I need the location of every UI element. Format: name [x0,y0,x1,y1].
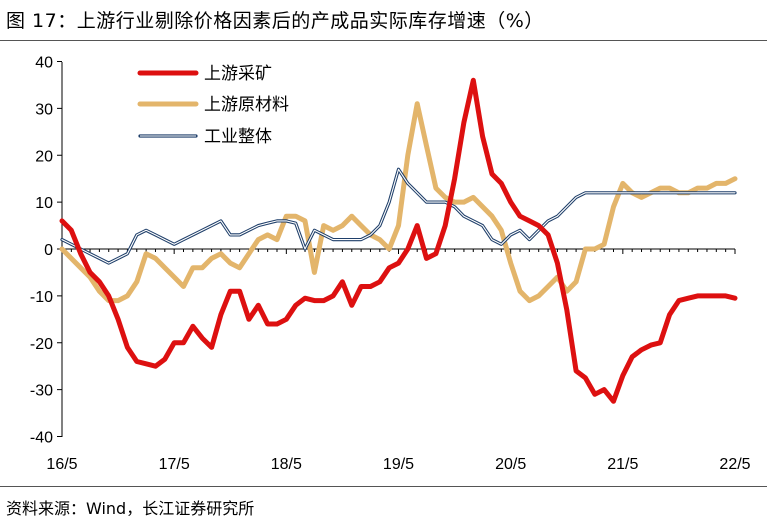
x-tick-label: 18/5 [271,456,302,473]
series-lines [59,77,738,404]
y-tick-label: -30 [30,383,53,400]
y-tick-label: -40 [30,430,53,447]
x-tick-label: 17/5 [159,456,190,473]
series-line-industry [61,168,736,264]
source-divider [0,486,767,487]
series-line-mining [59,77,738,404]
y-tick-label: -10 [30,289,53,306]
x-tick-label: 22/5 [719,456,750,473]
x-axis-ticks: 16/5 17/5 18/5 19/5 20/5 21/5 22/5 [46,249,751,473]
y-tick-label: -20 [30,336,53,353]
x-tick-label: 16/5 [46,456,77,473]
y-axis-ticks: 40 30 20 10 0 -10 -20 -30 -40 [30,55,62,447]
series-line-raw-materials [59,101,738,304]
title-divider [0,40,767,41]
y-tick-label: 10 [35,195,53,212]
legend-label-industry: 工业整体 [204,127,272,147]
legend-label-raw-materials: 上游原材料 [204,95,289,115]
x-tick-label: 19/5 [383,456,414,473]
y-tick-label: 40 [35,55,53,72]
x-tick-label: 20/5 [495,456,526,473]
legend-label-mining: 上游采矿 [204,64,272,84]
chart-title: 图 17：上游行业剔除价格因素后的产成品实际库存增速（%） [6,10,544,32]
y-tick-label: 20 [35,148,53,165]
y-tick-label: 30 [35,101,53,118]
x-tick-label: 21/5 [607,456,638,473]
y-tick-label: 0 [44,242,53,259]
source-note: 资料来源：Wind，长江证券研究所 [6,499,255,518]
